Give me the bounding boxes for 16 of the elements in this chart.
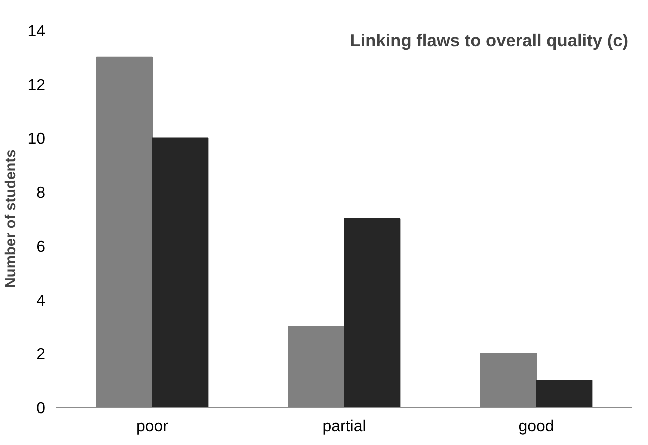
y-tick-label: 6 bbox=[36, 238, 46, 256]
y-tick-label: 12 bbox=[28, 77, 46, 94]
y-tick-label: 10 bbox=[28, 131, 46, 148]
x-tick-label: poor bbox=[136, 418, 170, 436]
x-tick-label: good bbox=[518, 418, 554, 436]
y-tick-label: 14 bbox=[28, 24, 46, 40]
y-tick-label: 2 bbox=[36, 346, 46, 364]
bar bbox=[536, 380, 593, 408]
bar bbox=[152, 138, 209, 408]
x-tick-label: partial bbox=[322, 418, 366, 436]
y-tick-label: 8 bbox=[36, 185, 46, 202]
y-tick-label: 4 bbox=[36, 292, 46, 310]
y-axis-title: Number of students bbox=[4, 150, 20, 288]
chart-title: Linking flaws to overall quality (c) bbox=[350, 30, 629, 50]
y-tick-label: 0 bbox=[36, 400, 46, 418]
bar bbox=[344, 218, 401, 408]
